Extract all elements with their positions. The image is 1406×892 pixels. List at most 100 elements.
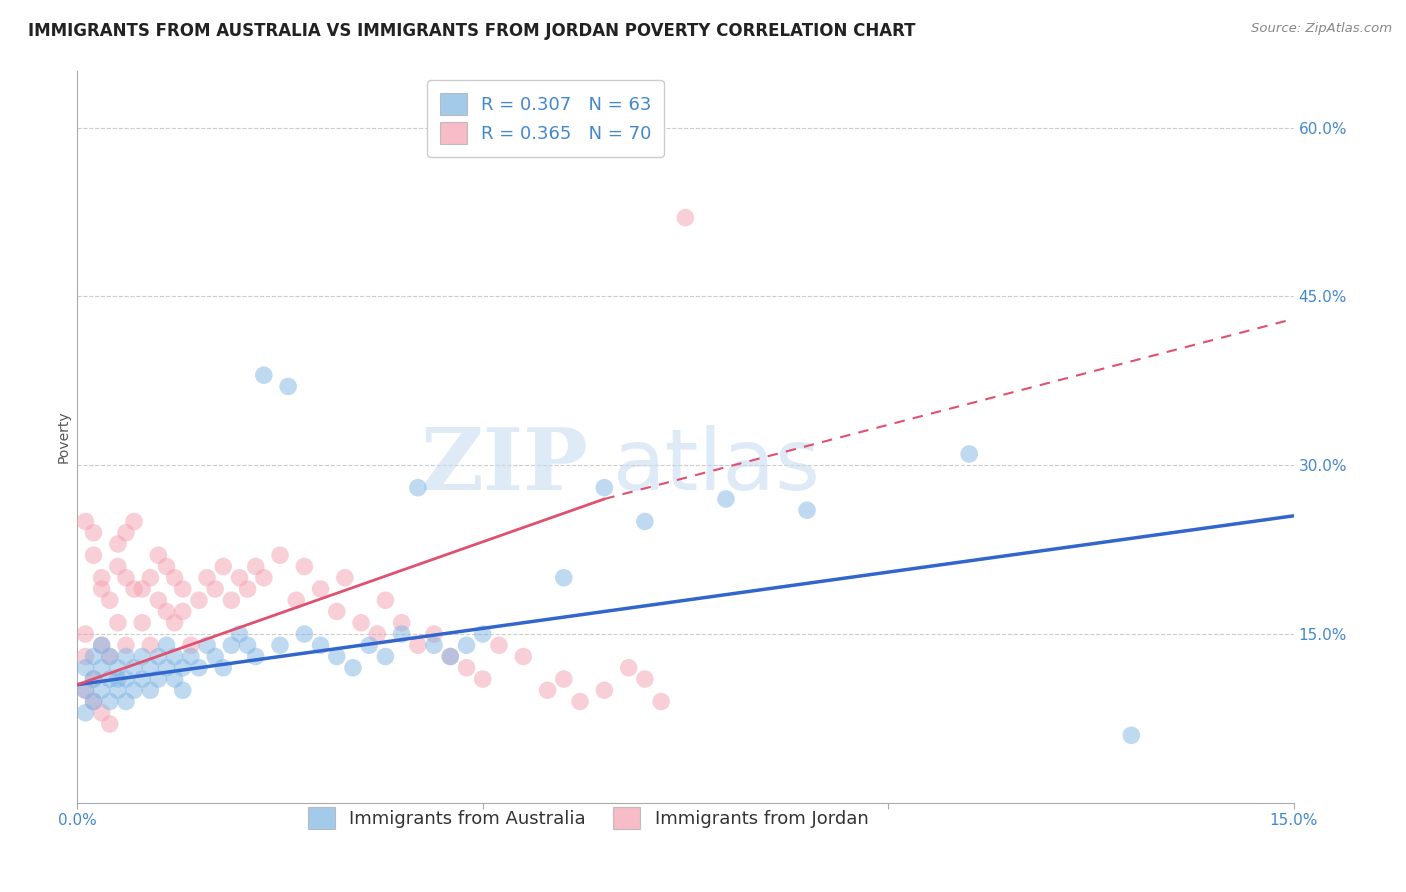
Point [471,627,494,641]
Point [342,661,364,675]
Point [163,672,186,686]
Point [957,447,980,461]
Point [309,582,332,596]
Point [180,649,202,664]
Point [326,649,349,664]
Point [98,593,121,607]
Point [155,661,177,675]
Point [269,638,291,652]
Point [155,559,177,574]
Point [634,515,657,529]
Point [391,615,413,630]
Point [333,571,356,585]
Point [253,368,276,383]
Point [115,571,138,585]
Point [107,672,129,686]
Point [131,649,153,664]
Point [245,649,267,664]
Point [228,627,250,641]
Point [188,593,211,607]
Point [83,525,105,540]
Point [536,683,558,698]
Point [98,694,121,708]
Point [83,694,105,708]
Point [90,638,112,652]
Point [326,605,349,619]
Point [406,638,429,652]
Point [98,649,121,664]
Point [714,491,737,506]
Point [98,649,121,664]
Point [277,379,299,393]
Point [90,661,112,675]
Point [163,571,186,585]
Point [90,706,112,720]
Point [122,683,145,698]
Y-axis label: Poverty: Poverty [56,411,70,463]
Point [115,638,138,652]
Point [617,661,640,675]
Point [366,627,388,641]
Point [98,672,121,686]
Point [75,649,97,664]
Point [593,481,616,495]
Text: IMMIGRANTS FROM AUSTRALIA VS IMMIGRANTS FROM JORDAN POVERTY CORRELATION CHART: IMMIGRANTS FROM AUSTRALIA VS IMMIGRANTS … [28,22,915,40]
Point [634,672,657,686]
Point [172,582,194,596]
Point [212,559,235,574]
Point [75,661,97,675]
Point [83,548,105,562]
Point [139,571,162,585]
Point [221,593,243,607]
Point [309,638,332,652]
Point [131,672,153,686]
Point [406,481,429,495]
Point [90,638,112,652]
Point [148,672,170,686]
Point [1121,728,1143,742]
Legend: Immigrants from Australia, Immigrants from Jordan: Immigrants from Australia, Immigrants fr… [295,794,882,841]
Point [122,582,145,596]
Point [107,683,129,698]
Point [107,559,129,574]
Point [188,661,211,675]
Point [115,672,138,686]
Point [75,515,97,529]
Point [359,638,381,652]
Point [115,694,138,708]
Point [292,559,315,574]
Point [122,661,145,675]
Point [75,627,97,641]
Point [131,582,153,596]
Point [471,672,494,686]
Point [221,638,243,652]
Point [107,661,129,675]
Point [148,649,170,664]
Point [148,548,170,562]
Point [115,525,138,540]
Point [569,694,592,708]
Point [107,537,129,551]
Point [75,706,97,720]
Point [83,694,105,708]
Point [553,571,575,585]
Point [115,649,138,664]
Point [269,548,291,562]
Point [172,605,194,619]
Point [439,649,461,664]
Text: Source: ZipAtlas.com: Source: ZipAtlas.com [1251,22,1392,36]
Point [439,649,461,664]
Point [650,694,672,708]
Point [83,649,105,664]
Point [350,615,373,630]
Point [122,515,145,529]
Point [139,638,162,652]
Point [195,571,218,585]
Point [245,559,267,574]
Point [675,211,697,225]
Point [374,649,396,664]
Point [90,582,112,596]
Point [163,615,186,630]
Point [391,627,413,641]
Text: atlas: atlas [613,425,821,508]
